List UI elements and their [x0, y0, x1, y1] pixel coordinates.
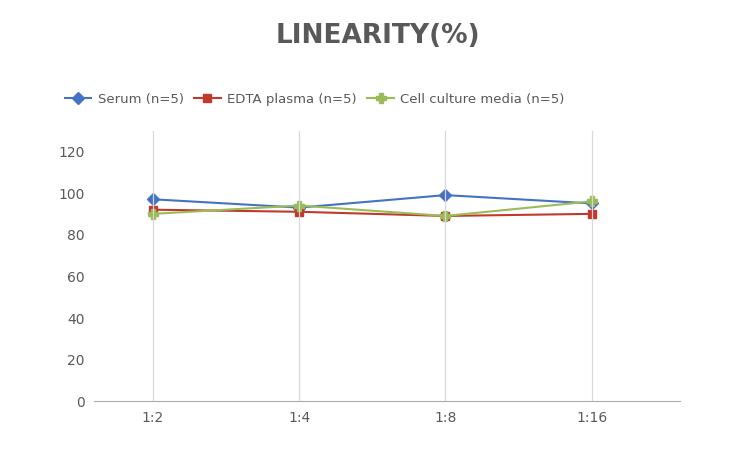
Cell culture media (n=5): [294, 203, 304, 208]
Line: EDTA plasma (n=5): EDTA plasma (n=5): [149, 206, 596, 220]
EDTA plasma (n=5): [587, 211, 596, 216]
Cell culture media (n=5): [587, 198, 596, 204]
Line: Serum (n=5): Serum (n=5): [149, 191, 596, 212]
Serum (n=5): [148, 197, 158, 202]
EDTA plasma (n=5): [294, 209, 304, 215]
Cell culture media (n=5): [148, 211, 158, 216]
EDTA plasma (n=5): [441, 213, 450, 219]
Cell culture media (n=5): [441, 213, 450, 219]
Text: LINEARITY(%): LINEARITY(%): [275, 23, 480, 49]
Serum (n=5): [294, 205, 304, 210]
Serum (n=5): [587, 201, 596, 206]
Line: Cell culture media (n=5): Cell culture media (n=5): [148, 197, 596, 221]
EDTA plasma (n=5): [148, 207, 158, 212]
Serum (n=5): [441, 193, 450, 198]
Legend: Serum (n=5), EDTA plasma (n=5), Cell culture media (n=5): Serum (n=5), EDTA plasma (n=5), Cell cul…: [60, 88, 570, 111]
